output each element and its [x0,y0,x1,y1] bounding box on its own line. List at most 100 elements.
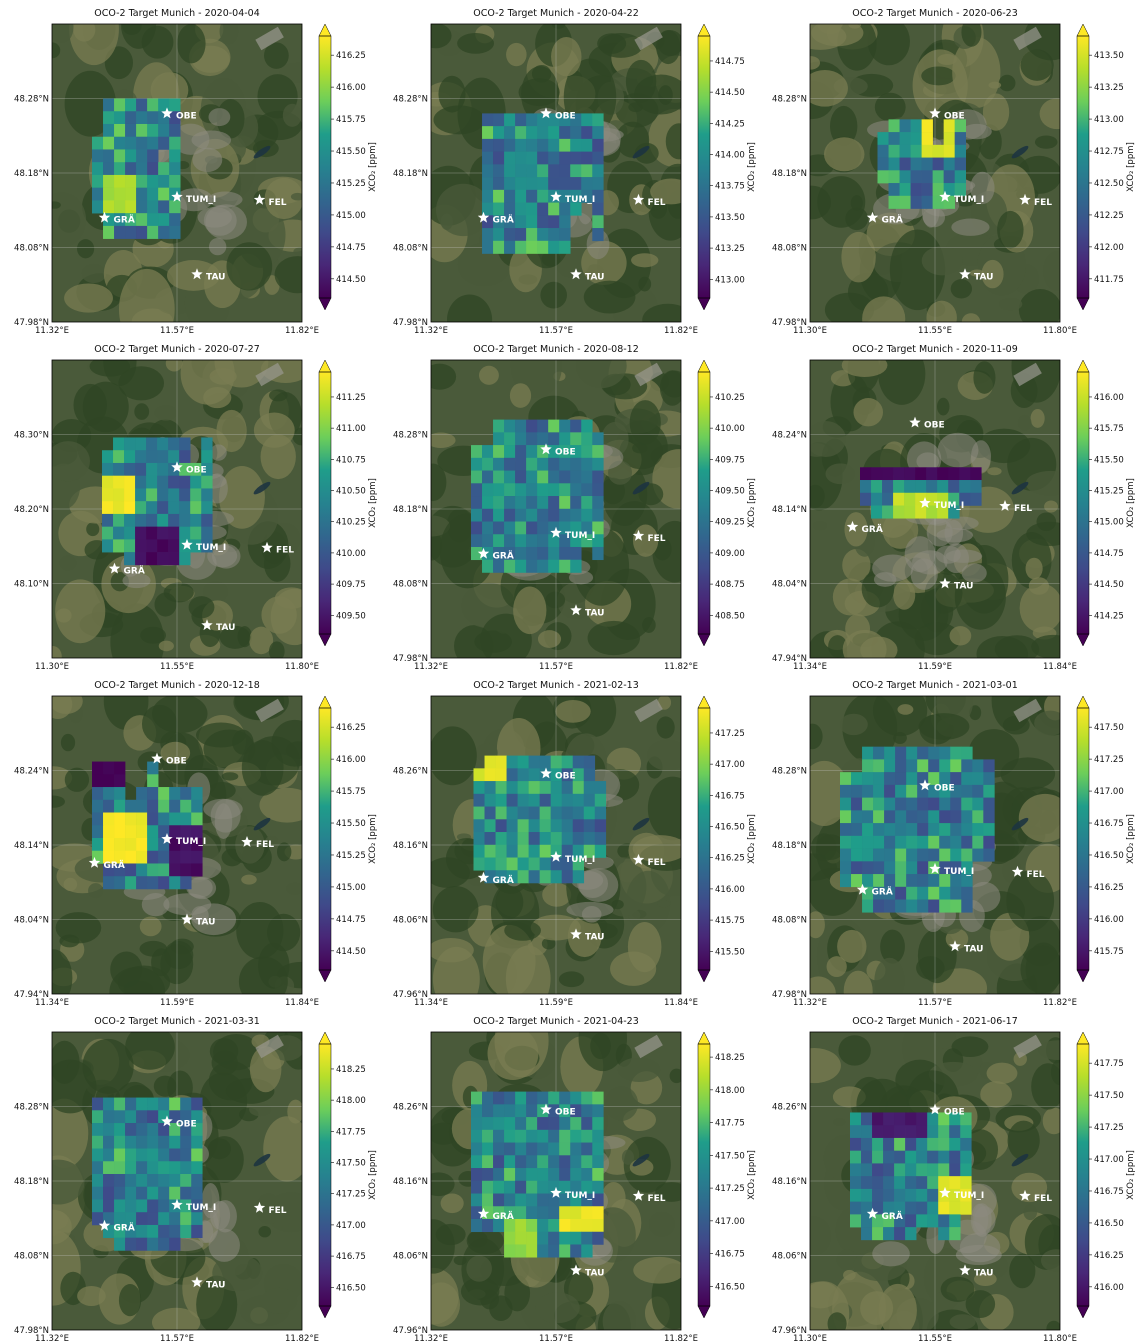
xco2-cell [471,1117,483,1131]
site-star-icon [939,1186,951,1198]
xco2-cell [559,177,571,191]
y-tick-label: 48.08°N [14,244,49,254]
xco2-cell [471,470,483,484]
xco2-cell [559,138,571,152]
xco2-cell [537,1218,549,1233]
xco2-cell [526,1155,538,1169]
xco2-cell [135,552,147,566]
colorbar-tick-label: 417.25 [1094,755,1124,765]
xco2-cell [136,136,148,150]
xco2-cell [559,445,571,459]
xco2-cell [895,861,907,875]
xco2-cell [943,157,955,171]
xco2-cell [899,119,911,133]
colorbar-extend-min [697,969,711,983]
xco2-cell [537,202,549,216]
terrain-patch [1044,500,1059,513]
xco2-cell [125,1161,137,1175]
xco2-cell [860,492,872,506]
xco2-cell [548,126,560,140]
site-star-icon [161,833,173,844]
xco2-cell [473,793,485,807]
terrain-patch [980,1081,1012,1108]
xco2-cell [884,772,896,786]
y-tick-label: 48.20°N [14,505,49,515]
colorbar-extend-max [697,1031,711,1045]
xco2-cell [125,799,137,813]
colorbar-body [698,372,710,634]
xco2-cell [570,126,582,140]
terrain-patch [617,1057,661,1082]
colorbar: 414.50414.75415.00415.25415.50415.75416.… [318,695,378,983]
xco2-cell [136,1110,148,1124]
xco2-cell [961,874,973,888]
terrain-patch [52,1209,72,1245]
xco2-cell [559,470,571,484]
xco2-cell [927,1176,939,1190]
urban-patch [213,1200,237,1233]
xco2-cell [917,861,929,875]
airport [1013,26,1042,51]
colorbar-extend-min [697,1305,711,1319]
xco2-cell [592,202,604,216]
xco2-cell [114,825,126,839]
lake [632,1153,650,1167]
colorbar-tick-label: 414.75 [1094,549,1124,559]
site-label: TUM_I [196,543,226,553]
map-frame [51,695,303,995]
xco2-cell [537,1244,549,1258]
xco2-cell [124,501,136,515]
xco2-cell [926,467,938,481]
xco2-cell [169,863,181,877]
xco2-cell [484,844,496,858]
xco2-cell [136,1148,148,1162]
terrain-patch [1031,1063,1060,1110]
y-tick-label: 48.18°N [14,169,49,179]
urban-patch [581,906,602,923]
xco2-cell [943,119,955,133]
y-tick-label: 48.18°N [393,169,428,179]
xco2-cell [581,470,593,484]
xco2-cell [180,812,192,826]
colorbar-tick-label: 416.00 [336,83,366,93]
terrain-patch [77,1285,106,1306]
xco2-cell [559,1244,571,1258]
xco2-cell [570,1180,582,1194]
xco2-cell [504,1142,516,1156]
xco2-cell [125,825,137,839]
colorbar-frame [697,707,711,971]
site-star-icon [550,190,562,202]
xco2-cell [537,470,549,484]
xco2-cell [169,225,181,239]
terrain-patch [466,1227,504,1255]
xco2-cell [190,488,202,502]
colorbar-label: XCO₂ [ppm] [368,1150,378,1200]
xco2-cell [515,521,527,535]
colorbar-tick-label: 410.00 [715,424,745,434]
xco2-cell [950,772,962,786]
xco2-cell [594,844,607,858]
xco2-cell [895,899,907,913]
terrain-patch [949,1314,976,1330]
xco2-grid [92,1097,203,1251]
xco2-cell [482,559,494,573]
terrain-patch [1007,1120,1040,1161]
xco2-cell [179,552,191,566]
xco2-cell [482,1193,494,1207]
xco2-cell [493,1129,505,1143]
xco2-cell [581,164,593,178]
xco2-cell [539,781,551,795]
terrain-patch [988,81,1002,89]
xco2-cell [884,810,896,824]
xco2-cell [949,1163,961,1177]
colorbar: 416.50416.75417.00417.25417.50417.75418.… [318,1031,378,1319]
xco2-cell [548,177,560,191]
terrain-patch [103,360,137,386]
terrain-patch [937,53,958,66]
xco2-cell [103,850,115,864]
colorbar-tick-label: 416.00 [715,885,745,895]
xco2-cell [884,784,896,798]
xco2-cell [948,492,960,506]
colorbar-tick-label: 409.25 [715,518,745,528]
colorbar-tick-label: 416.75 [715,1250,745,1260]
